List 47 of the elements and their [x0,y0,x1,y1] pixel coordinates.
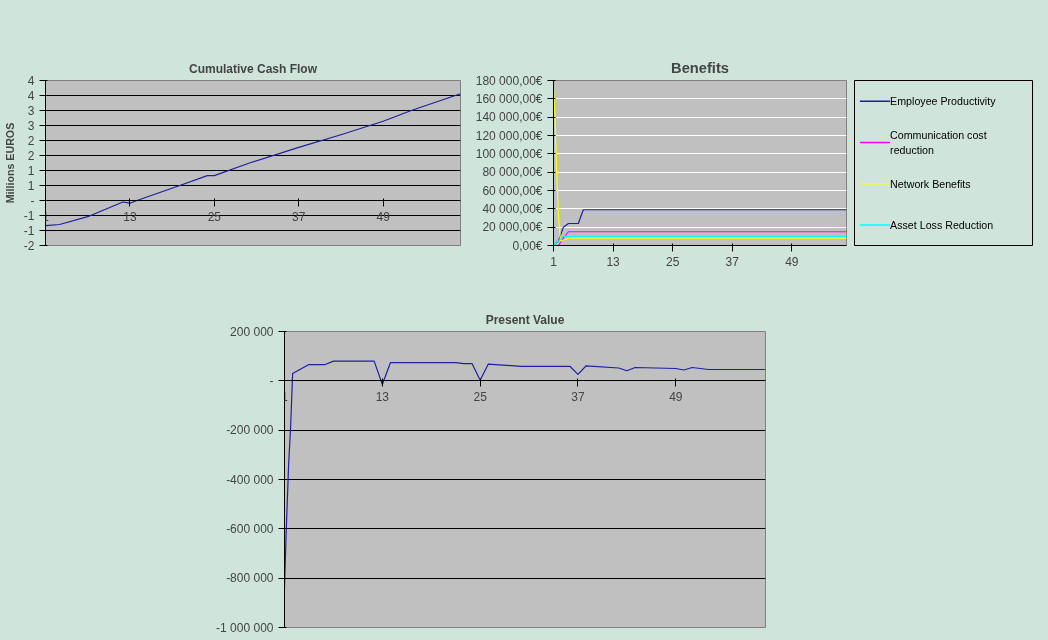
chart-title: Cumulative Cash Flow [188,61,318,76]
y-tick-label: 120 000,00€ [475,128,543,143]
y-tick-label: 2 [27,134,35,148]
y-tick-label: 1 [27,179,35,193]
x-tick-label: 13 [375,389,390,404]
y-tick-label: 60 000,00€ [482,183,543,198]
legend-label: Network Benefits [890,177,971,190]
x-tick-label: 1 [550,254,558,269]
x-tick-label: 49 [785,254,799,269]
y-tick-label: - [269,373,274,388]
y-tick-label: 1 [27,164,35,178]
x-tick-label: 37 [725,254,740,269]
y-tick-label: -1 [23,224,35,238]
y-tick-label: 80 000,00€ [482,165,543,180]
y-tick-label: 2 [27,149,35,163]
x-tick-label: 25 [666,254,680,269]
y-tick-label: 160 000,00€ [475,91,543,106]
legend-label: Asset Loss Reduction [890,218,994,231]
y-tick-label: -1 [23,209,35,223]
legend-label: Employee Productivity [890,95,997,108]
y-tick-label: 40 000,00€ [482,201,543,216]
y-tick-label: 4 [27,89,35,103]
y-tick-label: -400 000 [226,472,274,487]
y-tick-label: -600 000 [226,521,274,536]
y-tick-label: 0,00€ [512,238,543,253]
y-tick-label: -800 000 [226,571,274,586]
y-tick-label: 20 000,00€ [482,220,543,235]
y-tick-label: -200 000 [226,423,274,438]
line-series [45,93,461,227]
y-tick-label: 200 000 [230,324,274,339]
y-tick-label: -1 000 000 [216,620,274,635]
y-tick-label: 4 [27,74,35,88]
y-tick-label: 180 000,00€ [475,73,543,88]
y-tick-label: -2 [23,239,35,253]
x-tick-label: 37 [571,389,585,404]
y-tick-label: - [30,194,35,208]
y-tick-label: 100 000,00€ [475,146,543,161]
y-tick-label: 3 [27,104,35,118]
x-tick-label: 49 [669,389,683,404]
x-tick-label: 25 [473,389,488,404]
chart-title: Present Value [485,312,565,327]
legend-label: Communication cost reduction [890,129,987,156]
y-tick-label: 3 [27,119,35,133]
chart-title: Benefits [671,59,729,76]
y-axis-title: Millions EUROS [3,122,16,204]
x-tick-label: 13 [606,254,621,269]
y-tick-label: 140 000,00€ [475,110,543,125]
